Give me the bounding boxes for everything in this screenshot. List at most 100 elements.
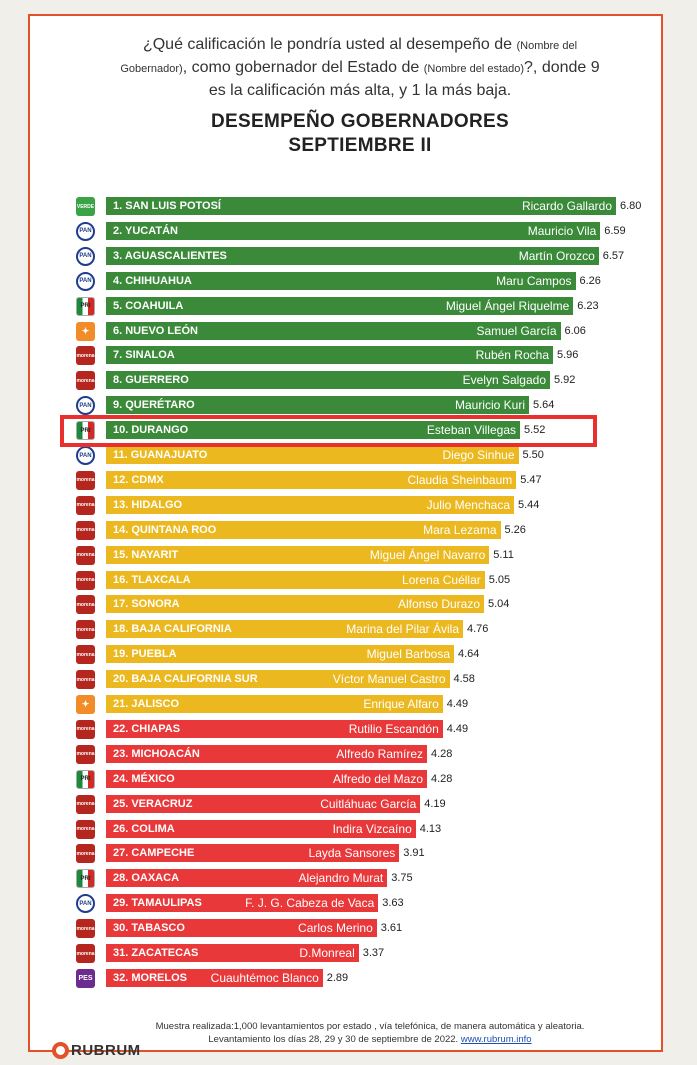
bar: 17. SONORA Alfonso Durazo [106,595,484,614]
bar-row: morena 16. TLAXCALA Lorena Cuéllar 5.05 [0,568,697,593]
bar: 26. COLIMA Indira Vizcaíno [106,819,416,838]
value-label: 4.64 [458,648,480,661]
bar: 29. TAMAULIPAS F. J. G. Cabeza de Vaca [106,894,379,913]
state-label: 6. NUEVO LEÓN [113,324,198,337]
governor-name: Miguel Ángel Riquelme [445,298,570,313]
state-label: 2. YUCATÁN [113,224,178,237]
bar-row: ✦ 6. NUEVO LEÓN Samuel García 6.06 [0,319,697,344]
chart-title: DESEMPEÑO GOBERNADORES SEPTIEMBRE II [80,110,640,158]
state-label: 24. MÉXICO [113,772,175,785]
bar: 20. BAJA CALIFORNIA SUR Víctor Manuel Cas… [106,670,450,689]
bar-row: morena 12. CDMX Claudia Sheinbaum 5.47 [0,468,697,493]
bar-row: morena 7. SINALOA Rubén Rocha 5.96 [0,343,697,368]
bar: 22. CHIAPAS Rutilio Escandón [106,719,443,738]
bar: 13. HIDALGO Julio Menchaca [106,495,514,514]
value-label: 3.75 [391,872,413,885]
state-label: 4. CHIHUAHUA [113,274,192,287]
question-text-3: ?, donde 9 es la calificación más alta, … [208,59,600,99]
bar-row: ✦ 21. JALISCO Enrique Alfaro 4.49 [0,692,697,717]
bar: 11. GUANAJUATO Diego Sinhue [106,446,519,464]
chart-title-line-1: DESEMPEÑO GOBERNADORES [211,111,509,132]
footnote-methodology: Muestra realizada:1,000 levantamientos p… [155,1021,585,1032]
bar-row: morena 19. PUEBLA Miguel Barbosa 4.64 [0,642,697,667]
bar: 3. AGUASCALIENTES Martín Orozco [106,246,599,265]
bar: 7. SINALOA Rubén Rocha [106,346,553,365]
governor-name: Alejandro Murat [298,871,384,886]
bar-row: PRI 24. MÉXICO Alfredo del Mazo 4.28 [0,767,697,792]
state-label: 9. QUERÉTARO [113,399,195,412]
bar: 18. BAJA CALIFORNIA Marina del Pilar Ávil… [106,620,463,639]
party-pan-icon: PAN [76,271,95,291]
governor-name: Alfredo Ramírez [336,746,423,761]
value-label: 3.63 [382,897,404,910]
bar-row: PRI 28. OAXACA Alejandro Murat 3.75 [0,866,697,891]
governor-name: Miguel Ángel Navarro [369,547,486,562]
bar-row: morena 15. NAYARIT Miguel Ángel Navarro 5.1… [0,543,697,568]
bar: 10. DURANGO Esteban Villegas [106,421,520,440]
bar: 24. MÉXICO Alfredo del Mazo [106,769,427,788]
bar: 6. NUEVO LEÓN Samuel García [106,321,561,340]
governor-name: Ricardo Gallardo [521,199,612,213]
state-label: 25. VERACRUZ [113,797,193,810]
bar-row: morena 20. BAJA CALIFORNIA SUR Víctor Manu… [0,667,697,692]
bar: 14. QUINTANA ROO Mara Lezama [106,520,501,539]
value-label: 5.11 [493,548,514,561]
rubrum-website-link[interactable]: www.rubrum.info [460,1034,532,1045]
bar-row: PES 32. MORELOS Cuauhtémoc Blanco 2.89 [0,966,697,991]
party-morena-icon: morena [76,944,95,963]
value-label: 5.64 [533,399,555,412]
state-label: 5. COAHUILA [113,299,184,312]
governor-name: Carlos Merino [298,921,373,936]
state-label: 30. TABASCO [113,922,185,935]
value-label: 4.58 [453,673,475,686]
governor-name: Rubén Rocha [475,348,549,363]
durango-highlight-box [60,415,597,447]
state-label: 10. DURANGO [113,424,189,437]
value-label: 5.04 [488,598,510,611]
value-label: 5.50 [522,449,544,461]
governor-name: Claudia Sheinbaum [407,472,513,487]
bar: 1. SAN LUIS POTOSÍ Ricardo Gallardo [106,197,616,215]
party-pan-icon: PAN [76,246,95,266]
state-label: 18. BAJA CALIFORNIA [113,623,232,636]
value-label: 4.28 [431,772,453,785]
question-note-1: (Nombre del Gobernador) [120,40,578,75]
bar-row: morena 25. VERACRUZ Cuitláhuac García 4.19 [0,792,697,817]
chart-title-line-2: SEPTIEMBRE II [288,135,432,156]
party-morena-icon: morena [76,570,95,590]
value-label: 5.05 [488,573,511,586]
governor-name: Samuel García [476,323,557,338]
bar: 28. OAXACA Alejandro Murat [106,869,388,888]
state-label: 1. SAN LUIS POTOSÍ [113,200,221,212]
survey-footnote: Muestra realizada:1,000 levantamientos p… [120,1020,620,1046]
governor-name: Mauricio Vila [527,223,597,238]
party-pri-icon: PRI [76,421,95,441]
party-morena-icon: morena [76,645,95,665]
governor-name: Marina del Pilar Ávila [346,622,459,637]
value-label: 5.44 [518,498,540,511]
party-pan-icon: PAN [76,396,95,416]
value-label: 4.28 [431,747,453,760]
state-label: 22. CHIAPAS [113,722,181,735]
bar: 5. COAHUILA Miguel Ángel Riquelme [106,296,574,315]
party-morena-icon: morena [76,495,95,515]
party-morena-icon: morena [76,470,95,490]
bar-row: PAN 9. QUERÉTARO Mauricio Kuri 5.64 [0,393,697,418]
rubrum-logo: RUBRUM [52,1038,141,1062]
state-label: 28. OAXACA [113,872,180,885]
value-label: 2.89 [326,971,349,984]
party-morena-icon: morena [76,819,95,839]
bar: 30. TABASCO Carlos Merino [106,919,377,938]
governor-name: Mauricio Kuri [454,398,525,413]
governor-name: Julio Menchaca [426,497,510,512]
party-pes-icon: PES [76,968,95,988]
state-label: 26. COLIMA [113,822,175,835]
governor-name: Layda Sansores [308,846,396,861]
party-morena-icon: morena [76,346,95,366]
rubrum-brand-name: RUBRUM [71,1041,141,1059]
state-label: 7. SINALOA [113,349,175,362]
bar: 25. VERACRUZ Cuitláhuac García [106,794,421,813]
bar-row: PAN 29. TAMAULIPAS F. J. G. Cabeza de Vaca… [0,891,697,916]
survey-question: ¿Qué calificación le pondría usted al de… [110,34,610,101]
bar-row: PAN 2. YUCATÁN Mauricio Vila 6.59 [0,219,697,244]
